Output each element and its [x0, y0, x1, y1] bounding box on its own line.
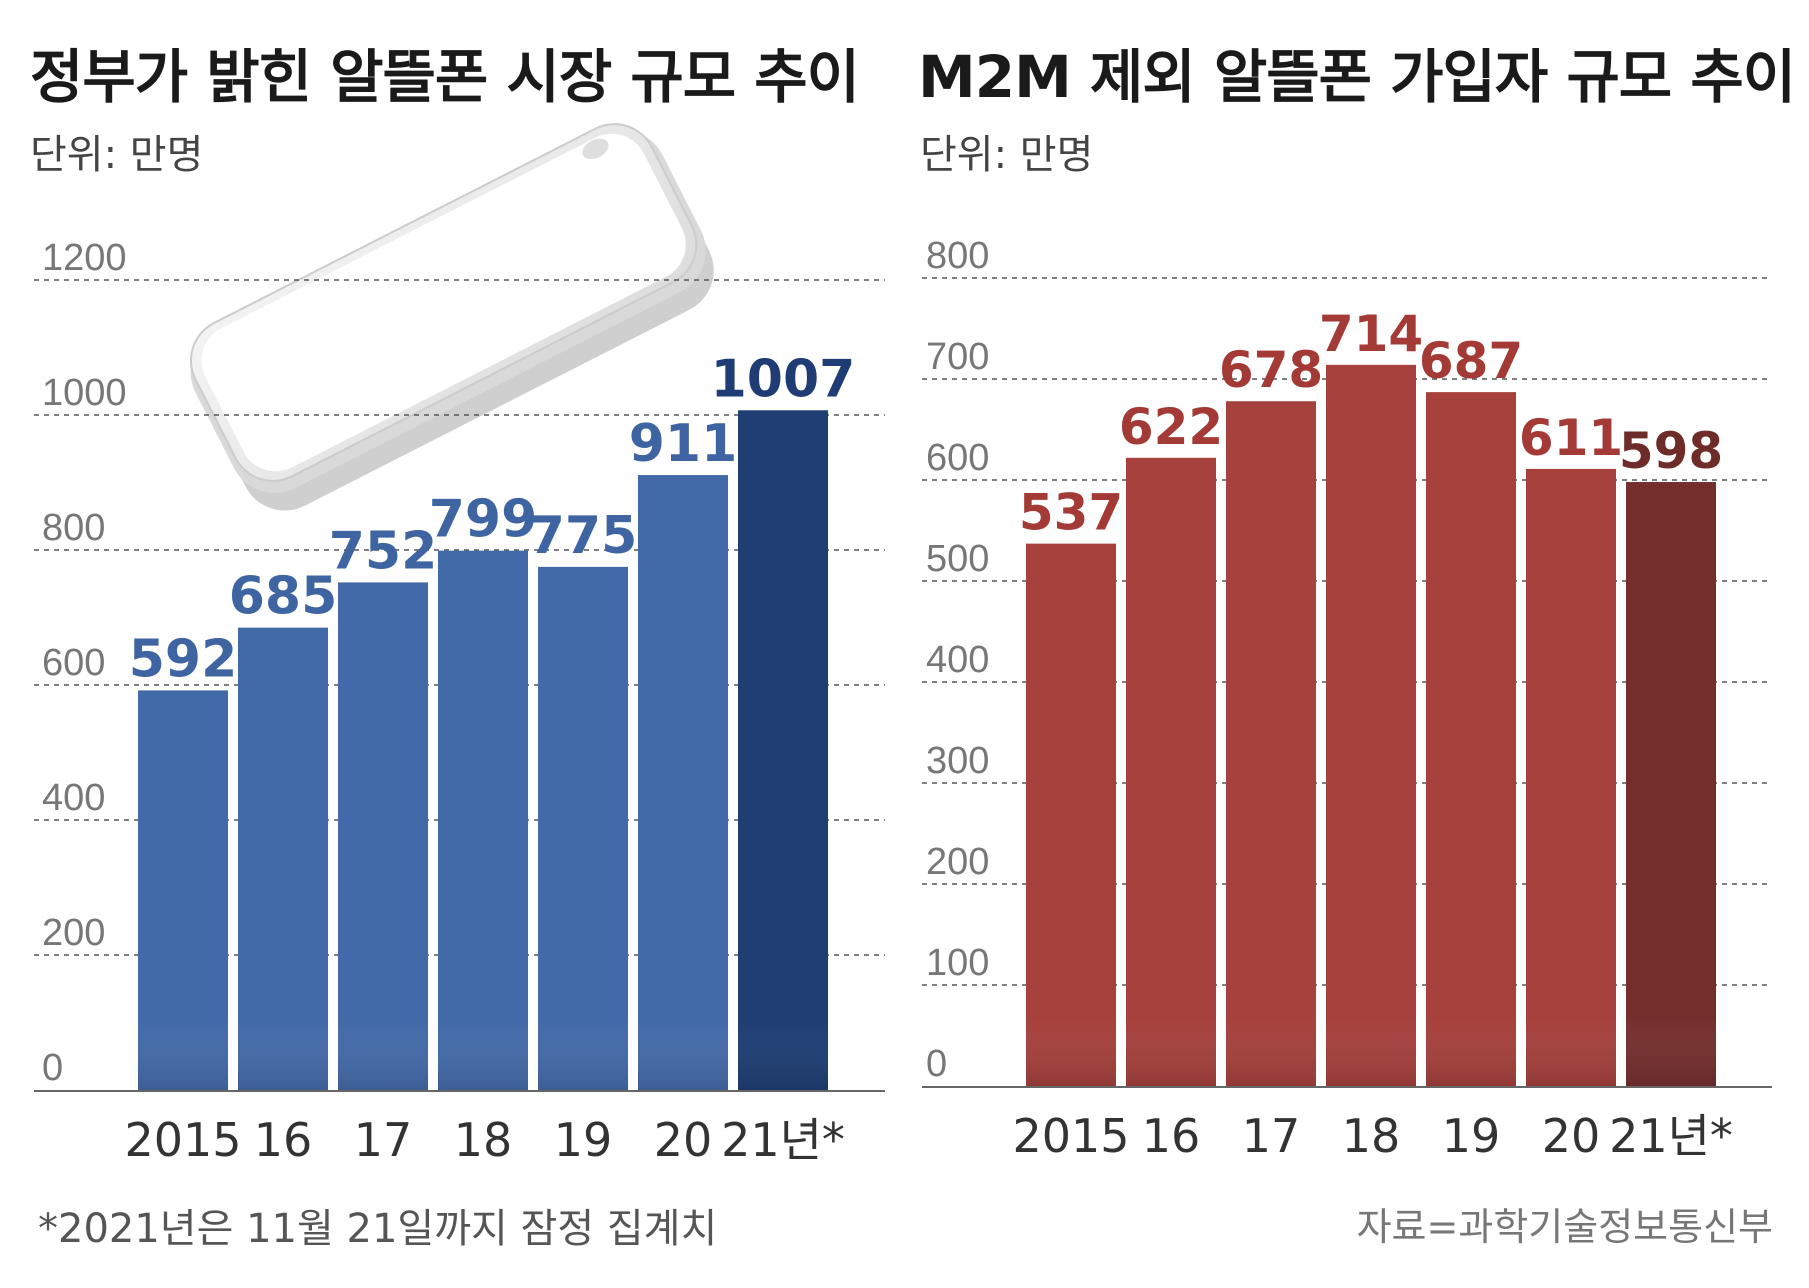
y-tick-label: 1200	[42, 237, 127, 279]
value-label: 775	[529, 506, 638, 566]
left-bar-chart: 0 200 400 600 800 1000 1200 592 2015 685 16 752 17 79…	[34, 237, 885, 1167]
value-label: 622	[1119, 398, 1223, 456]
value-label: 799	[429, 490, 538, 550]
value-label: 537	[1019, 484, 1123, 542]
y-tick-label: 300	[926, 740, 989, 782]
bar-shade	[738, 1020, 828, 1090]
bar-16	[1126, 457, 1216, 1086]
source-credit: 자료=과학기술정보통신부	[1356, 1205, 1773, 1249]
x-category-label: 18	[454, 1113, 513, 1167]
x-category-label: 18	[1342, 1109, 1401, 1163]
y-tick-label: 700	[926, 336, 989, 378]
x-category-label: 20	[654, 1113, 713, 1167]
y-tick-label: 0	[926, 1043, 947, 1085]
bar-17	[1226, 401, 1316, 1087]
y-tick-label: 800	[926, 235, 989, 277]
bar-20	[638, 475, 728, 1090]
y-tick-label: 400	[926, 639, 989, 681]
bar-18	[1326, 364, 1416, 1086]
y-tick-label: 200	[926, 841, 989, 883]
bar-20	[1526, 468, 1616, 1086]
bar-18	[438, 550, 528, 1090]
left-chart-unit: 단위: 만명	[30, 132, 204, 178]
value-label: 687	[1419, 332, 1523, 390]
y-tick-label: 600	[926, 437, 989, 479]
right-chart-unit: 단위: 만명	[920, 132, 1094, 178]
bar-shade	[1526, 1016, 1616, 1086]
bar-shade	[138, 1020, 228, 1090]
bar-shade	[638, 1020, 728, 1090]
bar-17	[338, 582, 428, 1090]
value-label: 678	[1219, 341, 1323, 399]
value-label: 598	[1619, 422, 1723, 480]
bar-shade	[338, 1020, 428, 1090]
x-category-label: 19	[1442, 1109, 1501, 1163]
x-category-label: 21년*	[721, 1113, 845, 1167]
bar-19	[1426, 392, 1516, 1086]
bar-shade	[1026, 1016, 1116, 1086]
y-tick-label: 400	[42, 777, 105, 819]
x-category-label: 17	[354, 1113, 413, 1167]
value-label: 911	[629, 414, 738, 474]
y-tick-label: 600	[42, 642, 105, 684]
footnote: *2021년은 11월 21일까지 잠정 집계치	[38, 1206, 718, 1252]
x-category-label: 2015	[124, 1113, 241, 1167]
bar-shade	[1326, 1016, 1416, 1086]
x-category-label: 20	[1542, 1109, 1601, 1163]
left-chart-title: 정부가 밝힌 알뜰폰 시장 규모 추이	[30, 43, 860, 111]
x-category-label: 17	[1242, 1109, 1301, 1163]
bar-19	[538, 566, 628, 1090]
x-category-label: 16	[254, 1113, 313, 1167]
y-tick-label: 1000	[42, 372, 127, 414]
x-category-label: 2015	[1012, 1109, 1129, 1163]
right-bar-chart: 0 100 200 300 400 500 600 700 800 537 2015 622 16 678…	[922, 235, 1772, 1163]
y-tick-label: 0	[42, 1047, 63, 1089]
bar-shade	[238, 1020, 328, 1090]
bar-shade	[1126, 1016, 1216, 1086]
x-category-label: 16	[1142, 1109, 1201, 1163]
bar-16	[238, 627, 328, 1090]
value-label: 685	[229, 567, 338, 627]
value-label: 1007	[711, 349, 856, 409]
bar-shade	[438, 1020, 528, 1090]
value-label: 611	[1519, 409, 1623, 467]
y-tick-label: 200	[42, 912, 105, 954]
bar-shade	[538, 1020, 628, 1090]
x-category-label: 21년*	[1609, 1109, 1733, 1163]
value-label: 714	[1319, 305, 1423, 363]
y-tick-label: 500	[926, 538, 989, 580]
value-label: 752	[329, 521, 438, 581]
y-tick-label: 100	[926, 942, 989, 984]
bar-21년*	[738, 410, 828, 1090]
bar-21년*	[1626, 482, 1716, 1086]
right-chart-title: M2M 제외 알뜰폰 가입자 규모 추이	[918, 43, 1796, 111]
bar-shade	[1426, 1016, 1516, 1086]
x-category-label: 19	[554, 1113, 613, 1167]
smartphone-illustration	[189, 123, 714, 511]
y-tick-label: 800	[42, 507, 105, 549]
bar-shade	[1626, 1016, 1716, 1086]
value-label: 592	[129, 629, 238, 689]
bar-shade	[1226, 1016, 1316, 1086]
bar-2015	[1026, 543, 1116, 1086]
